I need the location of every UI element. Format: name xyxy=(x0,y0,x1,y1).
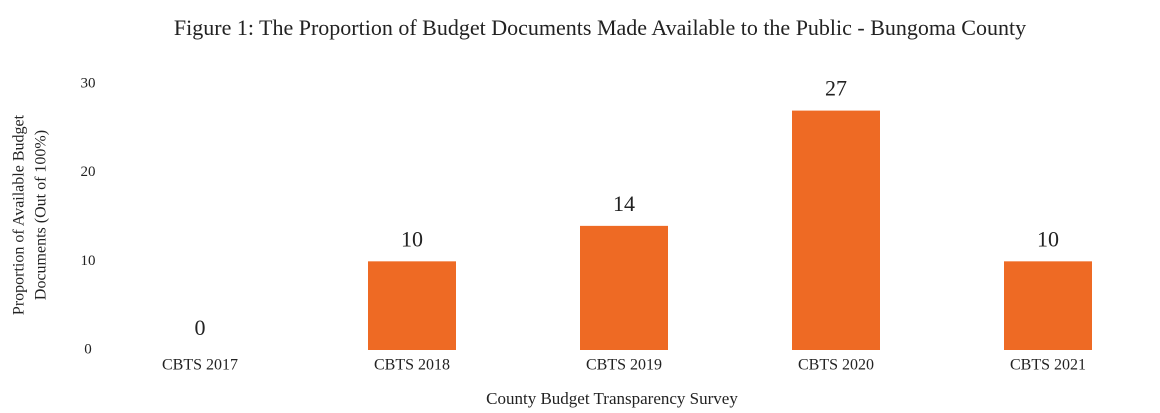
x-tick-label: CBTS 2021 xyxy=(1010,357,1086,374)
bar xyxy=(792,110,880,350)
y-tick-label: 30 xyxy=(81,75,96,91)
data-label: 10 xyxy=(401,226,423,251)
y-tick-label: 10 xyxy=(81,253,96,269)
y-axis-label-line: Documents (Out of 100%) xyxy=(33,130,50,300)
bar xyxy=(580,225,668,350)
x-tick-label: CBTS 2019 xyxy=(586,357,662,374)
y-axis-label-line: Proportion of Available Budget xyxy=(11,114,28,315)
data-label: 14 xyxy=(613,191,635,216)
x-tick-label: CBTS 2017 xyxy=(162,357,238,374)
chart-title: Figure 1: The Proportion of Budget Docum… xyxy=(174,15,1026,40)
data-label: 0 xyxy=(195,315,206,340)
y-axis-label: Proportion of Available Budget Documents… xyxy=(11,114,50,315)
x-tick-label: CBTS 2020 xyxy=(798,357,874,374)
y-tick-label: 0 xyxy=(84,341,92,357)
data-label: 10 xyxy=(1037,226,1059,251)
x-axis-label: County Budget Transparency Survey xyxy=(486,389,738,408)
bar xyxy=(368,261,456,350)
bar xyxy=(1004,261,1092,350)
data-label: 27 xyxy=(825,76,847,101)
x-tick-label: CBTS 2018 xyxy=(374,357,450,374)
y-tick-label: 20 xyxy=(81,164,96,180)
